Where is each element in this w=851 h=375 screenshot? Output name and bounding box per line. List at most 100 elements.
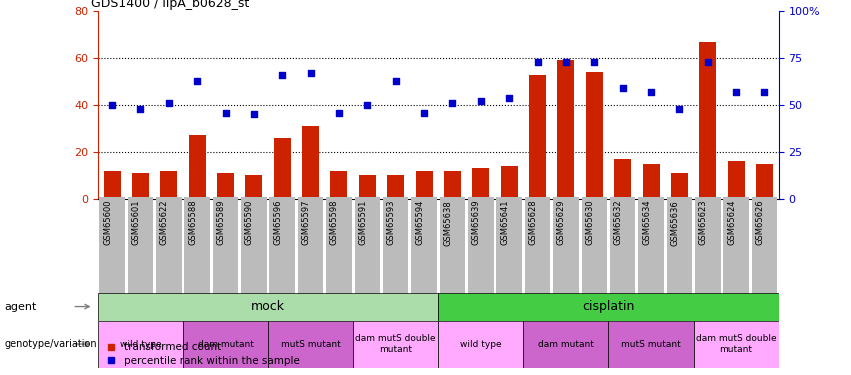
Text: genotype/variation: genotype/variation [4,339,97,349]
Point [672,106,686,112]
Bar [359,176,376,199]
Text: GSM65590: GSM65590 [245,200,254,245]
Bar [472,168,489,199]
Text: GSM65593: GSM65593 [386,200,396,245]
Text: wild type: wild type [120,340,161,349]
Bar [355,197,380,296]
Point [474,98,488,104]
Text: dam mutant: dam mutant [197,340,254,349]
Bar [666,197,692,296]
Text: mock: mock [251,300,285,313]
Bar [438,292,779,321]
Point [162,100,175,106]
Bar [523,321,608,368]
Bar [751,197,777,296]
Bar [444,171,461,199]
Text: GSM65636: GSM65636 [671,200,679,246]
Point [587,59,601,65]
Text: GSM65588: GSM65588 [188,200,197,246]
Text: GSM65641: GSM65641 [500,200,509,245]
Text: GSM65601: GSM65601 [131,200,140,245]
Point [134,106,147,112]
Text: dam mutant: dam mutant [538,340,594,349]
Point [757,89,771,95]
Text: mutS mutant: mutS mutant [281,340,340,349]
Point [446,100,460,106]
Bar [723,197,749,296]
Bar [268,321,353,368]
Bar [104,171,121,199]
Bar [183,321,268,368]
Text: GSM65589: GSM65589 [216,200,226,245]
Text: mutS mutant: mutS mutant [621,340,681,349]
Text: cisplatin: cisplatin [582,300,635,313]
Bar [411,197,437,296]
Bar [694,321,779,368]
Text: GSM65630: GSM65630 [585,200,594,246]
Bar [643,164,660,199]
Point [332,110,346,116]
Bar [274,138,291,199]
Point [616,85,630,91]
Text: wild type: wild type [460,340,501,349]
Bar [185,197,210,296]
Bar [728,161,745,199]
Point [361,102,374,108]
Text: GSM65598: GSM65598 [330,200,339,245]
Bar [671,173,688,199]
Bar [302,126,319,199]
Bar [213,197,238,296]
Bar [245,176,262,199]
Bar [610,197,636,296]
Bar [557,60,574,199]
Bar [98,321,183,368]
Bar [585,72,603,199]
Bar [496,197,522,296]
Bar [98,292,438,321]
Text: GSM65634: GSM65634 [642,200,651,246]
Legend: transformed count, percentile rank within the sample: transformed count, percentile rank withi… [103,338,304,370]
Bar [387,176,404,199]
Text: dam mutS double
mutant: dam mutS double mutant [696,334,776,354]
Bar [160,171,177,199]
Bar [217,173,234,199]
Point [417,110,431,116]
Bar [326,197,351,296]
Bar [500,166,517,199]
Point [247,111,260,117]
Point [701,59,715,65]
Text: GSM65596: GSM65596 [273,200,283,245]
Text: GSM65591: GSM65591 [358,200,368,245]
Bar [415,171,432,199]
Bar [581,197,607,296]
Point [219,110,232,116]
Text: GSM65624: GSM65624 [727,200,736,245]
Bar [468,197,494,296]
Text: GSM65622: GSM65622 [160,200,168,245]
Text: dam mutS double
mutant: dam mutS double mutant [356,334,436,354]
Text: GSM65594: GSM65594 [415,200,424,245]
Point [389,78,403,84]
Bar [529,75,546,199]
Bar [383,197,408,296]
Text: GSM65629: GSM65629 [557,200,566,245]
Text: GSM65638: GSM65638 [443,200,453,246]
Bar [132,173,149,199]
Point [276,72,289,78]
Point [644,89,658,95]
Bar [156,197,181,296]
Bar [128,197,153,296]
Bar [608,321,694,368]
Text: GSM65639: GSM65639 [471,200,481,246]
Bar [353,321,438,368]
Bar [614,159,631,199]
Bar [189,135,206,199]
Bar [440,197,465,296]
Bar [756,164,773,199]
Point [304,70,317,76]
Bar [270,197,295,296]
Point [531,59,545,65]
Text: agent: agent [4,302,37,312]
Bar [438,321,523,368]
Bar [298,197,323,296]
